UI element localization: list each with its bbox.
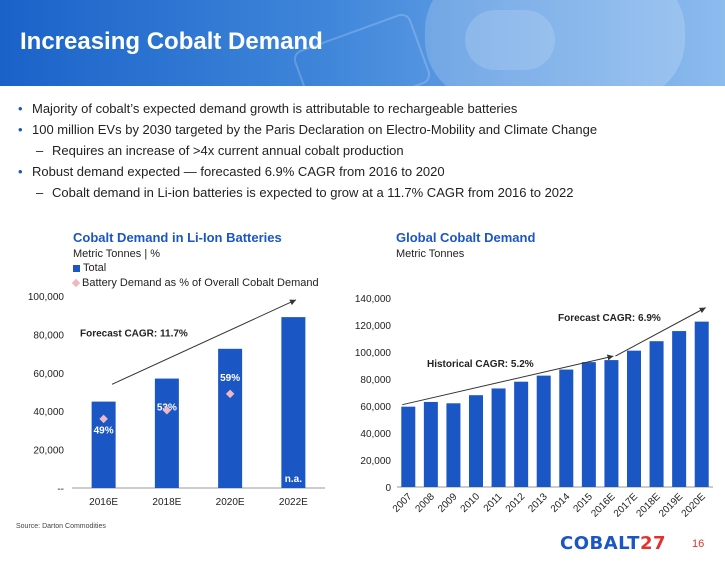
- sub-bullet-item: Cobalt demand in Li-ion batteries is exp…: [18, 182, 718, 203]
- bar: [604, 360, 619, 487]
- y-tick-label: 40,000: [33, 407, 64, 418]
- legend-marker: [71, 278, 81, 288]
- x-tick-label: 2007: [391, 491, 415, 515]
- chart-subtitle: Metric Tonnes | %: [73, 248, 161, 260]
- banner-decoration: [465, 10, 555, 70]
- bullet-item: Majority of cobalt’s expected demand gro…: [18, 98, 718, 119]
- sub-bullet-item: Requires an increase of >4x current annu…: [18, 140, 718, 161]
- x-tick-label: 2020E: [216, 497, 245, 508]
- pct-label: 49%: [94, 426, 114, 437]
- x-tick-label: 2017E: [612, 491, 640, 519]
- x-tick-label: 2014: [549, 491, 573, 515]
- bar: [281, 317, 306, 488]
- annotation-historical-cagr: Historical CAGR: 5.2%: [427, 359, 534, 370]
- bullet-item: Robust demand expected — forecasted 6.9%…: [18, 161, 718, 182]
- bar: [649, 341, 664, 487]
- bullet-item: 100 million EVs by 2030 targeted by the …: [18, 119, 718, 140]
- x-tick-label: 2018E: [634, 491, 662, 519]
- li-ion-demand-chart: -- 20,000 40,000 60,000 80,000 100,000 2016E 49…: [28, 292, 325, 508]
- y-tick-label: 120,000: [355, 321, 392, 332]
- x-tick-label: 2019E: [657, 491, 685, 519]
- banner-decoration: [425, 0, 685, 86]
- bar: [218, 348, 243, 488]
- pct-label: 59%: [220, 373, 240, 384]
- bar: [401, 406, 416, 487]
- y-tick-label: 20,000: [360, 456, 391, 467]
- x-tick-label: 2010: [459, 491, 483, 515]
- page-title: Increasing Cobalt Demand: [20, 28, 323, 55]
- bar: [536, 375, 551, 487]
- bar: [423, 401, 438, 487]
- y-tick-label: 80,000: [33, 330, 64, 341]
- x-tick-label: 2013: [526, 491, 550, 515]
- x-tick-label: 2012: [504, 491, 528, 515]
- forecast-cagr-arrow: [615, 307, 706, 357]
- bar: [154, 378, 179, 488]
- x-tick-label: 2016E: [589, 491, 617, 519]
- page-number: 16: [692, 538, 705, 550]
- y-tick-label: --: [57, 484, 64, 495]
- x-tick-label: 2011: [482, 491, 505, 514]
- annotation-forecast-cagr: Forecast CAGR: 11.7%: [80, 328, 188, 339]
- cobalt27-logo: COBALT27: [560, 533, 666, 554]
- bar: [91, 401, 116, 488]
- y-tick-label: 100,000: [355, 348, 392, 359]
- bar: [559, 369, 574, 487]
- y-tick-label: 60,000: [360, 402, 391, 413]
- chart-title: Cobalt Demand in Li-Ion Batteries: [73, 230, 282, 245]
- chart-subtitle: Metric Tonnes: [396, 248, 465, 260]
- bar: [469, 395, 483, 487]
- pct-marker: [225, 389, 235, 399]
- legend-total: Total: [73, 262, 106, 274]
- y-tick-label: 140,000: [355, 294, 392, 305]
- y-tick-label: 80,000: [360, 375, 391, 386]
- bar: [627, 350, 641, 487]
- x-tick-label: 2009: [436, 491, 460, 515]
- y-tick-label: 0: [385, 483, 391, 494]
- title-banner: Increasing Cobalt Demand: [0, 0, 725, 86]
- legend-label: Battery Demand as % of Overall Cobalt De…: [82, 277, 319, 289]
- cagr-arrow: [111, 299, 297, 385]
- legend-battery-pct: Battery Demand as % of Overall Cobalt De…: [71, 277, 319, 289]
- bar: [514, 381, 529, 487]
- bar: [694, 321, 709, 487]
- y-tick-label: 60,000: [33, 369, 64, 380]
- annotation-forecast-cagr: Forecast CAGR: 6.9%: [558, 313, 661, 324]
- global-demand-chart: 0 20,000 40,000 60,000 80,000 100,000 120,000 1…: [355, 294, 713, 520]
- pct-label: n.a.: [285, 474, 302, 485]
- historical-cagr-arrow: [402, 354, 614, 406]
- legend-swatch: [73, 264, 80, 272]
- source-note: Source: Darton Commodities: [16, 523, 106, 530]
- y-tick-label: 40,000: [360, 429, 391, 440]
- y-tick-label: 100,000: [28, 292, 65, 303]
- bar: [672, 331, 687, 487]
- x-tick-label: 2022E: [279, 497, 308, 508]
- y-tick-label: 20,000: [33, 446, 64, 457]
- chart-title: Global Cobalt Demand: [396, 230, 536, 245]
- bar: [446, 403, 461, 487]
- legend-label: Total: [83, 262, 107, 274]
- bar: [581, 362, 596, 487]
- x-tick-label: 2020E: [680, 491, 708, 519]
- x-tick-label: 2018E: [152, 497, 181, 508]
- x-tick-label: 2016E: [89, 497, 118, 508]
- x-tick-label: 2008: [413, 491, 437, 515]
- bullet-list: Majority of cobalt’s expected demand gro…: [18, 98, 718, 203]
- bar: [491, 388, 506, 487]
